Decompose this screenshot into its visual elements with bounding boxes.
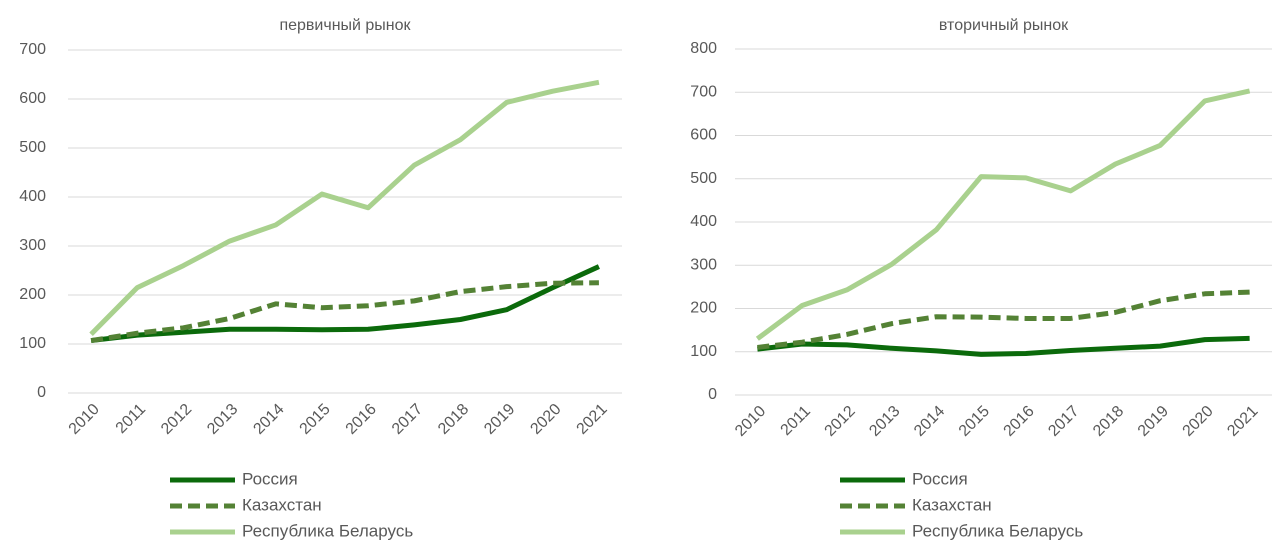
x-tick-label: 2015 bbox=[297, 401, 334, 438]
x-tick-label: 2012 bbox=[158, 401, 195, 438]
x-tick-label: 2020 bbox=[527, 401, 564, 438]
series-line bbox=[90, 280, 599, 344]
legend-label: Казахстан bbox=[912, 495, 992, 514]
y-tick-label: 300 bbox=[19, 237, 46, 254]
series-line bbox=[757, 289, 1250, 350]
y-tick-label: 0 bbox=[708, 386, 717, 403]
series-line bbox=[757, 335, 1250, 357]
x-tick-label: 2018 bbox=[435, 401, 472, 438]
legend-label: Россия bbox=[912, 469, 968, 488]
x-tick-label: 2010 bbox=[66, 401, 103, 438]
y-tick-label: 700 bbox=[690, 83, 717, 100]
legend-label: Казахстан bbox=[242, 495, 322, 514]
x-tick-label: 2014 bbox=[250, 401, 287, 438]
x-tick-label: 2013 bbox=[204, 401, 241, 438]
chart-title: вторичный рынок bbox=[939, 17, 1069, 34]
y-tick-label: 500 bbox=[19, 139, 46, 156]
x-tick-label: 2019 bbox=[481, 401, 518, 438]
y-tick-label: 400 bbox=[19, 188, 46, 205]
y-tick-label: 600 bbox=[19, 90, 46, 107]
y-tick-label: 0 bbox=[37, 384, 46, 401]
y-tick-label: 400 bbox=[690, 213, 717, 230]
y-tick-label: 800 bbox=[690, 40, 717, 57]
y-tick-label: 100 bbox=[690, 343, 717, 360]
series-line bbox=[90, 264, 600, 344]
x-tick-label: 2011 bbox=[113, 401, 149, 437]
y-tick-label: 200 bbox=[19, 286, 46, 303]
x-tick-label: 2011 bbox=[778, 403, 814, 439]
legend-label: Республика Беларусь bbox=[242, 521, 413, 540]
y-tick-label: 200 bbox=[690, 300, 717, 317]
x-tick-label: 2020 bbox=[1179, 403, 1216, 440]
x-tick-label: 2016 bbox=[1000, 403, 1037, 440]
x-tick-label: 2015 bbox=[956, 403, 993, 440]
x-tick-label: 2010 bbox=[732, 403, 769, 440]
x-tick-label: 2014 bbox=[911, 403, 948, 440]
x-tick-label: 2018 bbox=[1090, 403, 1127, 440]
x-tick-label: 2021 bbox=[1224, 403, 1261, 440]
series-line bbox=[89, 79, 600, 336]
x-tick-label: 2017 bbox=[389, 401, 426, 438]
x-tick-label: 2013 bbox=[866, 403, 903, 440]
y-tick-label: 500 bbox=[690, 170, 717, 187]
x-tick-label: 2019 bbox=[1135, 403, 1172, 440]
x-tick-label: 2017 bbox=[1045, 403, 1082, 440]
chart-title: первичный рынок bbox=[279, 17, 411, 34]
legend-label: Россия bbox=[242, 469, 298, 488]
y-tick-label: 700 bbox=[19, 41, 46, 58]
y-tick-label: 300 bbox=[690, 256, 717, 273]
legend-label: Республика Беларусь bbox=[912, 521, 1083, 540]
x-tick-label: 2021 bbox=[574, 401, 611, 438]
series-line bbox=[755, 88, 1251, 341]
y-tick-label: 600 bbox=[690, 127, 717, 144]
y-tick-label: 100 bbox=[19, 335, 46, 352]
x-tick-label: 2016 bbox=[343, 401, 380, 438]
x-tick-label: 2012 bbox=[821, 403, 858, 440]
